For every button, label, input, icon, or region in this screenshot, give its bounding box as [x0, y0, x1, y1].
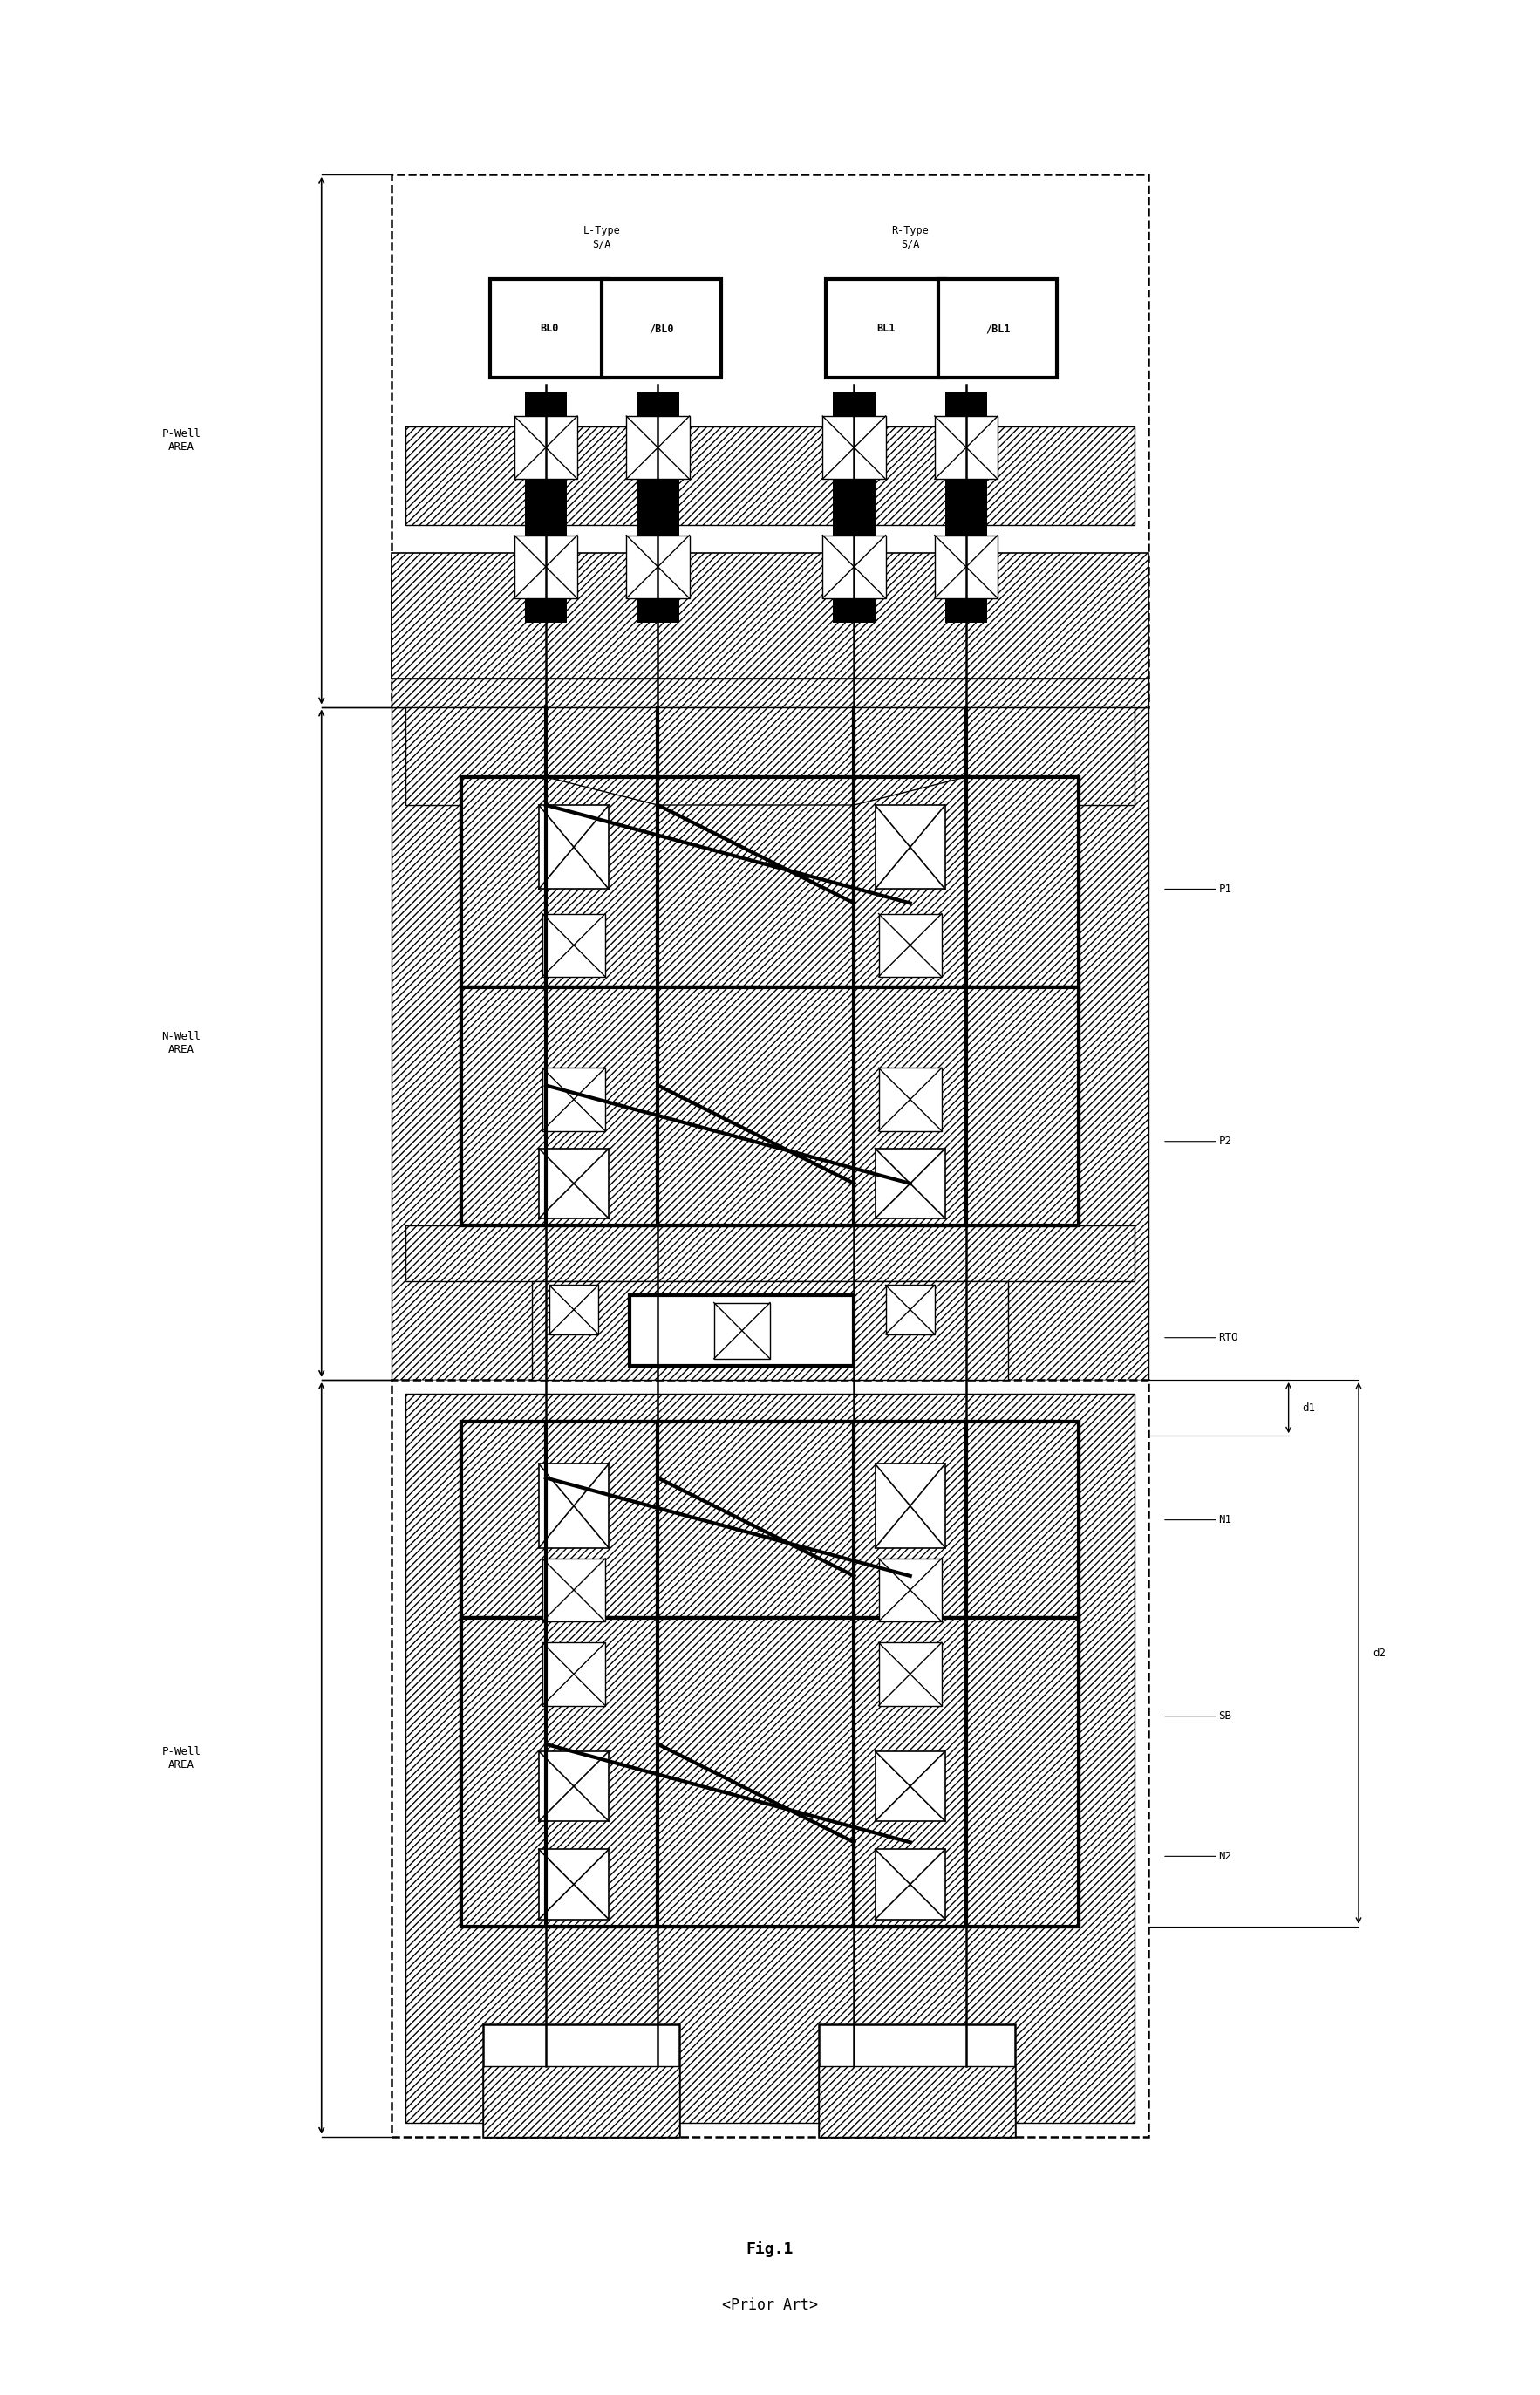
Text: BL1: BL1: [876, 323, 895, 335]
Bar: [539, 805, 608, 889]
Bar: [539, 1751, 608, 1820]
Bar: [715, 1303, 770, 1358]
Bar: [819, 2067, 1015, 2136]
Text: /BL0: /BL0: [648, 323, 675, 335]
Bar: [405, 707, 1135, 805]
Bar: [938, 280, 1058, 378]
Bar: [462, 1619, 1078, 1926]
Bar: [539, 1463, 608, 1547]
Bar: [539, 1150, 608, 1219]
Bar: [875, 1463, 946, 1547]
Text: RTO: RTO: [1218, 1332, 1238, 1344]
Bar: [391, 678, 1149, 707]
Bar: [542, 912, 605, 977]
Bar: [490, 280, 608, 378]
Bar: [462, 987, 1078, 1226]
Bar: [391, 553, 1149, 678]
Bar: [879, 1559, 941, 1621]
Bar: [822, 417, 886, 479]
Bar: [462, 1619, 1078, 1926]
Bar: [875, 805, 946, 889]
Text: N-Well
AREA: N-Well AREA: [162, 1032, 202, 1056]
Text: SB: SB: [1218, 1710, 1232, 1722]
Bar: [946, 390, 987, 623]
Bar: [462, 776, 1078, 987]
Bar: [886, 1286, 935, 1334]
Text: Fig.1: Fig.1: [747, 2239, 793, 2256]
Bar: [935, 534, 998, 599]
Text: d2: d2: [1372, 1648, 1386, 1660]
Bar: [531, 1281, 1009, 1380]
Bar: [405, 426, 1135, 525]
Bar: [539, 1849, 608, 1918]
Bar: [391, 707, 1149, 1380]
Bar: [875, 1751, 946, 1820]
Text: <Prior Art>: <Prior Art>: [722, 2297, 818, 2314]
Bar: [542, 1068, 605, 1130]
Text: N1: N1: [1218, 1514, 1232, 1526]
Bar: [630, 1296, 855, 1365]
Bar: [391, 1380, 1149, 2136]
Bar: [819, 2024, 1015, 2136]
Bar: [405, 1226, 1135, 1281]
Bar: [875, 1150, 946, 1219]
Bar: [627, 534, 690, 599]
Text: d1: d1: [1303, 1401, 1315, 1413]
Bar: [935, 417, 998, 479]
Bar: [550, 1286, 599, 1334]
Bar: [879, 1643, 941, 1705]
Bar: [462, 1423, 1078, 1619]
Text: P2: P2: [1218, 1135, 1232, 1147]
Bar: [825, 280, 946, 378]
Bar: [514, 417, 578, 479]
Bar: [462, 1423, 1078, 1619]
Bar: [879, 1068, 941, 1130]
Bar: [542, 1643, 605, 1705]
Bar: [833, 390, 875, 623]
Bar: [822, 534, 886, 599]
Bar: [482, 2067, 679, 2136]
Bar: [602, 280, 721, 378]
Text: P-Well
AREA: P-Well AREA: [162, 1746, 202, 1770]
Bar: [391, 175, 1149, 707]
Bar: [542, 1559, 605, 1621]
Text: R-Type
S/A: R-Type S/A: [892, 225, 929, 249]
Text: P-Well
AREA: P-Well AREA: [162, 429, 202, 453]
Bar: [405, 1394, 1135, 2122]
Text: P1: P1: [1218, 884, 1232, 896]
Text: L-Type
S/A: L-Type S/A: [584, 225, 621, 249]
Bar: [482, 2024, 679, 2136]
Bar: [514, 534, 578, 599]
Bar: [462, 776, 1078, 987]
Bar: [875, 1849, 946, 1918]
Bar: [627, 417, 690, 479]
Text: N2: N2: [1218, 1851, 1232, 1861]
Bar: [525, 390, 567, 623]
Text: BL0: BL0: [541, 323, 559, 335]
Text: /BL1: /BL1: [986, 323, 1010, 335]
Bar: [879, 912, 941, 977]
Bar: [462, 987, 1078, 1226]
Bar: [638, 390, 679, 623]
